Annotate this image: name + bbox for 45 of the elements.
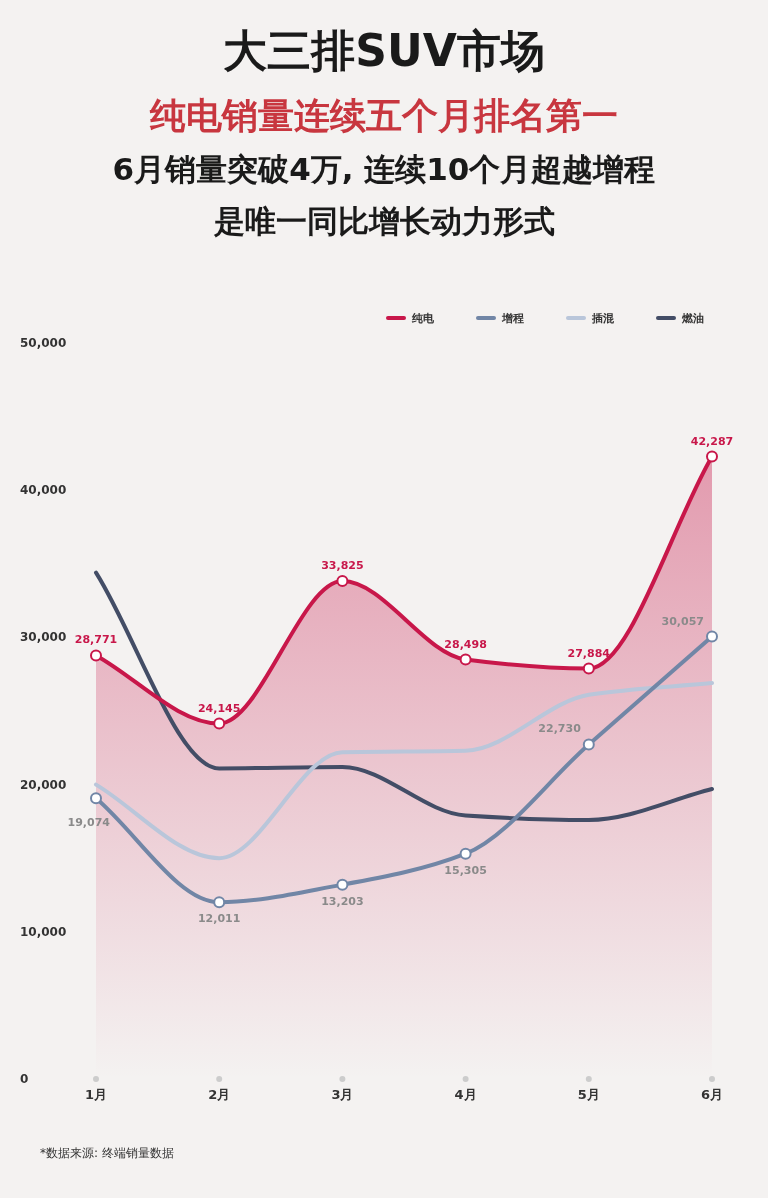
text: *数据来源: 终端销量数据 [40, 1146, 174, 1160]
point [459, 847, 472, 860]
text: 6月销量突破4万, 连续10个月超越增程 [112, 151, 656, 187]
point [213, 896, 226, 909]
data-label: 19,074 [67, 816, 111, 830]
point [582, 738, 595, 751]
chart-subtitle: 纯电销量连续五个月排名第一 [149, 95, 618, 136]
data-label: 24,145 [197, 701, 241, 715]
data-label: 12,011 [197, 912, 241, 926]
legend-label: 增程 [501, 312, 524, 325]
point [582, 662, 595, 675]
point [90, 649, 102, 662]
chart-title: 大三排SUV市场 [223, 25, 545, 76]
point [213, 717, 226, 730]
x-tick-label: 3月 [331, 1087, 354, 1102]
data-label: 22,730 [538, 722, 582, 736]
point [336, 575, 349, 588]
x-tick-label: 2月 [208, 1087, 231, 1102]
text: 是唯一同比增长动力形式 [212, 203, 555, 239]
data-label: 27,884 [567, 646, 611, 660]
y-tick-label: 20,000 [20, 777, 67, 792]
point [706, 630, 718, 643]
y-tick-label: 0 [20, 1072, 29, 1086]
x-tick-label: 4月 [454, 1087, 477, 1102]
data-label: 30,057 [661, 614, 704, 628]
point [336, 878, 349, 891]
y-tick-label: 50,000 [20, 336, 67, 350]
x-tick-label: 1月 [84, 1087, 108, 1102]
data-label: 42,287 [690, 434, 734, 448]
point [459, 653, 472, 666]
legend-label: 插混 [591, 312, 615, 325]
data-label: 13,203 [321, 894, 364, 908]
data-label: 33,825 [321, 559, 364, 573]
legend-label: 燃油 [681, 312, 704, 325]
data-label: 28,498 [444, 637, 487, 651]
x-tick-label: 5月 [577, 1087, 600, 1102]
point [90, 792, 102, 805]
x-tick-label: 6月 [700, 1087, 724, 1102]
y-tick-label: 10,000 [20, 924, 67, 939]
legend-label: 纯电 [411, 312, 435, 325]
data-label: 28,771 [74, 633, 118, 647]
point [706, 450, 718, 463]
y-tick-label: 40,000 [20, 483, 67, 498]
data-label: 15,305 [444, 863, 487, 877]
y-tick-label: 30,000 [20, 630, 67, 645]
